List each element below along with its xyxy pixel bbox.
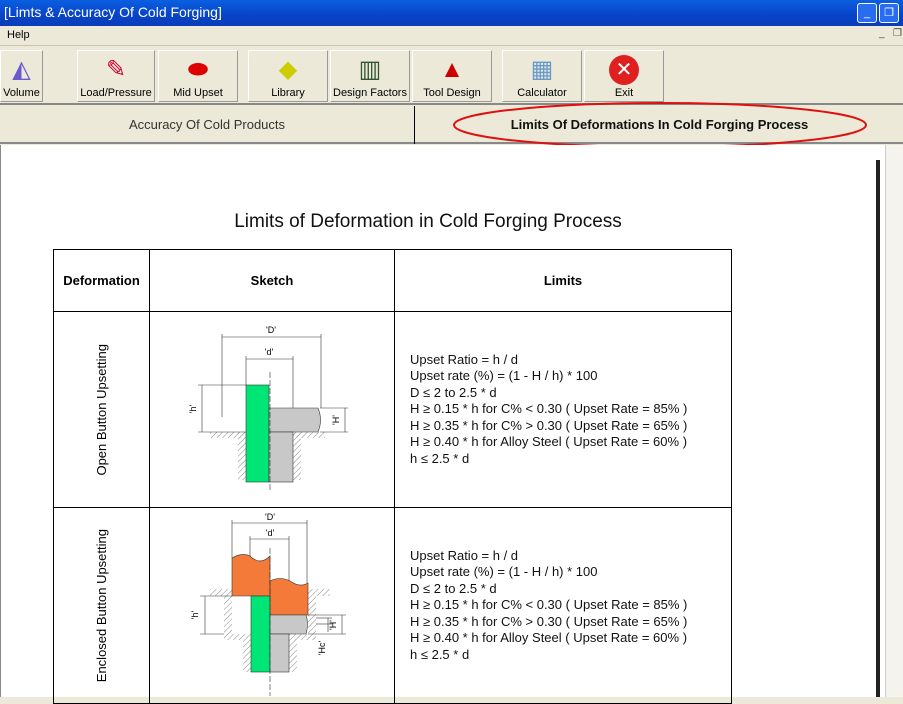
die-hatch [293, 432, 301, 480]
limit-line: H ≥ 0.35 * h for C% > 0.30 ( Upset Rate … [410, 417, 688, 433]
limit-line: h ≤ 2.5 * d [410, 450, 470, 466]
tab-strip: Accuracy Of Cold Products Limits Of Defo… [0, 102, 903, 148]
table-row: Open Button Upsetting 'D' 'd' 'h' 'H' Up… [53, 311, 732, 508]
punch [245, 384, 270, 483]
limit-line: D ≤ 2 to 2.5 * d [410, 580, 497, 596]
button-label: Tool Design [423, 87, 481, 99]
volume-icon: ◭ [12, 56, 31, 83]
table-row: Enclosed Button Upsetting 'D' 'd' 'h' 'H… [53, 507, 732, 704]
mid-upset-button[interactable]: ⬬ Mid Upset [158, 50, 238, 102]
limit-line: H ≥ 0.40 * h for Alloy Steel ( Upset Rat… [410, 630, 688, 646]
button-label: Mid Upset [173, 87, 223, 99]
punch [250, 595, 271, 673]
volume-button[interactable]: ◭ Volume [0, 50, 43, 102]
tab-accuracy-of-cold-products[interactable]: Accuracy Of Cold Products [0, 106, 415, 144]
header-limits: Limits [394, 249, 732, 312]
dim-label-D: 'D' [266, 325, 276, 335]
page-edge [876, 160, 880, 697]
dim-label-h: 'h' [188, 405, 198, 414]
limit-line: H ≥ 0.15 * h for C% < 0.30 ( Upset Rate … [410, 597, 688, 613]
page-title: Limits of Deformation in Cold Forging Pr… [234, 211, 622, 232]
minimize-button[interactable]: _ [857, 3, 877, 23]
exit-icon: ✕ [609, 55, 639, 85]
sketch-cell: 'D' 'd' 'h' 'H' [149, 311, 395, 508]
button-label: Calculator [517, 87, 567, 99]
upper-die [269, 578, 309, 616]
tab-limits-of-deformations[interactable]: Limits Of Deformations In Cold Forging P… [510, 117, 809, 132]
upper-die [231, 554, 271, 597]
library-button[interactable]: ◆ Library [248, 50, 328, 102]
dim-label-d: 'd' [266, 528, 275, 538]
die-hatch [210, 589, 232, 596]
deformation-cell: Open Button Upsetting [53, 311, 150, 508]
button-label: Exit [614, 87, 634, 99]
window-title: [Limts & Accuracy Of Cold Forging] [4, 4, 222, 20]
workpiece-shank [268, 431, 294, 483]
calculator-button[interactable]: ▦ Calculator [502, 50, 582, 102]
design-factors-icon: ▥ [358, 56, 382, 83]
die-hatch [308, 589, 330, 596]
limit-line: Upset Ratio = h / d [410, 352, 519, 368]
toolbar: ◭ Volume ✎ Load/Pressure ⬬ Mid Upset ◆ Libra… [0, 47, 903, 105]
mdi-minimize-button[interactable]: _ [879, 28, 885, 39]
upset-head [268, 407, 321, 433]
vertical-scrollbar[interactable] [885, 145, 903, 697]
limit-line: h ≤ 2.5 * d [410, 646, 470, 662]
menu-help[interactable]: Help [7, 29, 30, 41]
limit-line: H ≥ 0.35 * h for C% > 0.30 ( Upset Rate … [410, 613, 688, 629]
die-hatch [293, 432, 325, 438]
deformation-cell: Enclosed Button Upsetting [53, 507, 150, 704]
library-icon: ◆ [278, 56, 298, 83]
sketch-cell: 'D' 'd' 'h' 'H' 'Hc' [149, 507, 395, 704]
die-hatch [224, 634, 251, 640]
limits-table: Deformation Sketch Limits Open Button Up… [53, 249, 732, 704]
restore-button[interactable]: ❐ [879, 3, 899, 23]
exit-button[interactable]: ✕ Exit [584, 50, 664, 102]
upset-head [269, 614, 308, 635]
open-upsetting-sketch: 'D' 'd' 'h' 'H' [188, 325, 348, 492]
title-bar: [Limts & Accuracy Of Cold Forging] [0, 0, 903, 26]
limits-cell: Upset Ratio = h / d Upset rate (%) = (1 … [394, 507, 732, 704]
dim-label-Hc: 'Hc' [317, 641, 327, 656]
limit-line: Upset Ratio = h / d [410, 548, 519, 564]
button-label: Volume [3, 87, 40, 99]
header-deformation: Deformation [53, 249, 150, 312]
limit-line: Upset rate (%) = (1 - H / h) * 100 [410, 368, 598, 384]
deformation-label: Enclosed Button Upsetting [94, 528, 109, 683]
table-header-row: Deformation Sketch Limits [53, 249, 732, 312]
limit-line: H ≥ 0.40 * h for Alloy Steel ( Upset Rat… [410, 434, 688, 450]
menu-bar: Help [0, 26, 903, 46]
limit-line: D ≤ 2 to 2.5 * d [410, 384, 497, 400]
tool-design-icon: ▲ [440, 56, 464, 83]
load-pressure-icon: ✎ [105, 56, 127, 83]
button-label: Library [271, 87, 305, 99]
mid-upset-icon: ⬬ [187, 56, 209, 83]
enclosed-upsetting-sketch: 'D' 'd' 'h' 'H' 'Hc' [190, 512, 346, 696]
header-sketch: Sketch [149, 249, 395, 312]
deformation-label: Open Button Upsetting [94, 343, 109, 476]
die-hatch [289, 634, 316, 640]
mdi-restore-button[interactable]: ❐ [893, 28, 902, 39]
die-hatch [224, 596, 232, 634]
dim-label-D: 'D' [265, 512, 275, 522]
design-factors-button[interactable]: ▥ Design Factors [330, 50, 410, 102]
die-hatch [210, 432, 246, 438]
calculator-icon: ▦ [530, 56, 554, 83]
workpiece-shank [269, 633, 290, 673]
button-label: Design Factors [333, 87, 407, 99]
load-pressure-button[interactable]: ✎ Load/Pressure [77, 50, 155, 102]
dim-label-h: 'h' [190, 611, 200, 620]
dim-label-H: 'H' [331, 415, 341, 425]
dim-label-H: 'H' [328, 620, 338, 630]
limit-line: H ≥ 0.15 * h for C% < 0.30 ( Upset Rate … [410, 401, 688, 417]
limits-cell: Upset Ratio = h / d Upset rate (%) = (1 … [394, 311, 732, 508]
die-hatch [238, 432, 246, 480]
tool-design-button[interactable]: ▲ Tool Design [412, 50, 492, 102]
limit-line: Upset rate (%) = (1 - H / h) * 100 [410, 564, 598, 580]
die-hatch [289, 640, 297, 672]
die-hatch [243, 640, 251, 672]
dim-label-d: 'd' [265, 347, 274, 357]
button-label: Load/Pressure [80, 87, 152, 99]
